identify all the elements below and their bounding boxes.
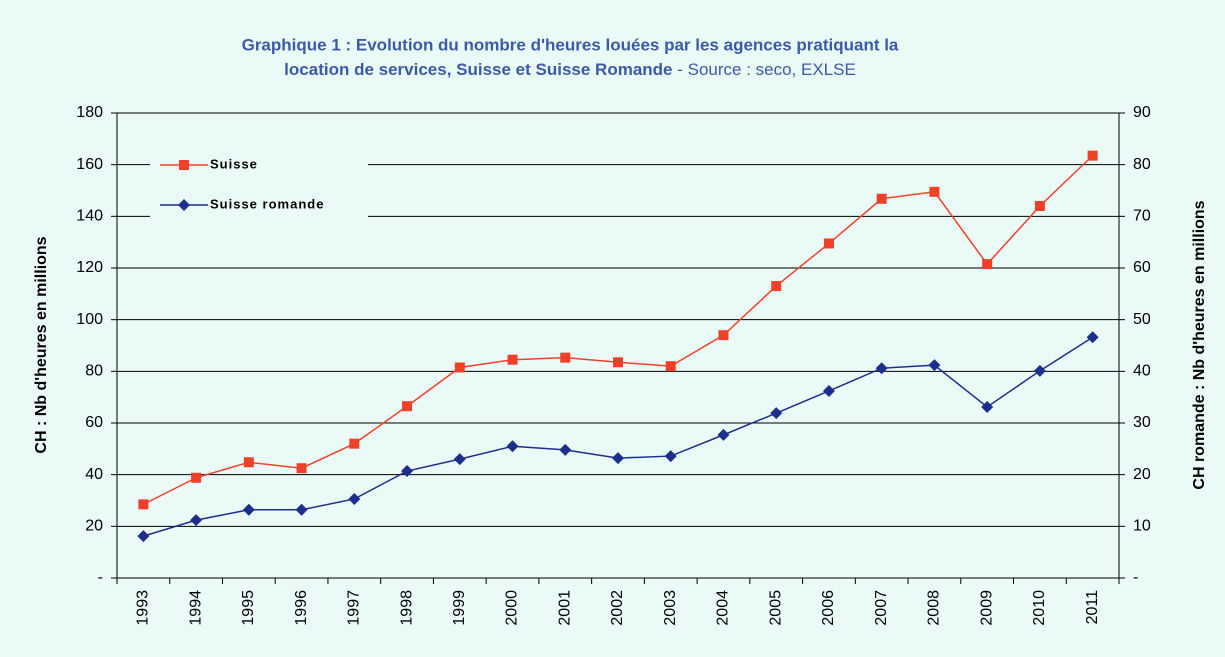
y-tick-label: 120 (76, 259, 103, 276)
legend-label: Suisse (210, 156, 258, 171)
y2-tick-label: 30 (1133, 414, 1151, 431)
y2-axis-title: CH romande : Nb d'heures en millions (1191, 200, 1208, 489)
marker (1034, 201, 1045, 211)
marker (401, 465, 414, 478)
marker (454, 362, 465, 373)
marker (1086, 331, 1099, 344)
chart-title: Graphique 1 : Evolution du nombre d'heur… (242, 35, 899, 54)
marker (665, 361, 676, 372)
x-tick-label: 2003 (662, 590, 679, 626)
x-tick-label: 1998 (398, 590, 415, 626)
y2-tick-label: 50 (1133, 311, 1151, 328)
marker (506, 440, 519, 453)
x-tick-label: 2009 (978, 590, 995, 626)
chart-source: - Source : seco, EXLSE (673, 60, 856, 79)
x-tick-label: 2005 (767, 590, 784, 626)
y-tick-label: 180 (76, 104, 103, 121)
y-tick-label: 60 (85, 414, 103, 431)
y-tick-label: 160 (76, 156, 103, 173)
marker (559, 443, 572, 456)
x-tick-label: 1995 (240, 590, 257, 626)
marker (823, 238, 834, 249)
y-tick-label: - (98, 569, 103, 586)
marker (560, 352, 571, 363)
marker (875, 362, 888, 375)
marker (179, 160, 189, 170)
marker (928, 359, 941, 372)
y2-tick-label: 80 (1133, 156, 1151, 173)
marker (613, 357, 623, 368)
marker (876, 193, 887, 204)
x-tick-label: 2006 (820, 590, 837, 626)
marker (1087, 150, 1098, 161)
marker (1033, 364, 1046, 377)
marker (770, 407, 783, 420)
marker (717, 428, 730, 441)
x-tick-label: 2007 (873, 590, 890, 626)
marker (718, 330, 729, 341)
marker (138, 499, 149, 510)
marker (929, 186, 940, 197)
y2-tick-label: 60 (1133, 259, 1151, 276)
x-tick-label: 2002 (609, 590, 626, 626)
x-tick-label: 2011 (1084, 590, 1101, 625)
y-tick-label: 140 (76, 208, 103, 225)
marker (664, 450, 677, 463)
marker (191, 472, 202, 483)
y2-tick-label: 20 (1133, 466, 1151, 483)
marker (178, 199, 190, 211)
marker (453, 453, 466, 466)
marker (982, 259, 993, 270)
y-tick-label: 20 (85, 518, 103, 535)
x-tick-label: 1993 (135, 590, 152, 626)
marker (190, 514, 203, 527)
marker (771, 281, 782, 292)
y2-tick-label: 40 (1133, 363, 1151, 380)
y2-tick-label: 10 (1133, 518, 1151, 535)
y-tick-label: 100 (76, 311, 103, 328)
x-tick-label: 2001 (556, 590, 573, 626)
chart-title-line: location de services, Suisse et Suisse R… (284, 60, 856, 79)
marker (295, 503, 308, 516)
marker (242, 503, 255, 516)
marker (981, 400, 994, 413)
marker (243, 457, 254, 468)
marker (822, 384, 835, 397)
x-tick-label: 2000 (504, 590, 521, 626)
y2-tick-label: - (1133, 569, 1138, 586)
marker (507, 354, 518, 365)
x-tick-label: 1996 (293, 590, 310, 626)
x-tick-label: 1994 (187, 590, 204, 626)
x-tick-label: 2004 (715, 590, 732, 626)
x-tick-label: 1997 (346, 590, 363, 626)
y-axis-title: CH : Nb d'heures en millions (33, 236, 50, 453)
x-tick-label: 1999 (451, 590, 468, 626)
marker (137, 530, 150, 543)
y2-tick-label: 70 (1133, 208, 1151, 225)
x-tick-label: 2010 (1031, 590, 1048, 626)
chart-title: location de services, Suisse et Suisse R… (284, 60, 672, 79)
y2-tick-label: 90 (1133, 104, 1151, 121)
marker (296, 463, 307, 474)
x-tick-label: 2008 (926, 590, 943, 626)
y-tick-label: 40 (85, 466, 103, 483)
legend-label: Suisse romande (210, 196, 324, 211)
marker (612, 452, 624, 465)
y-tick-label: 80 (85, 363, 103, 380)
marker (402, 401, 413, 412)
marker (349, 438, 360, 449)
marker (348, 492, 361, 505)
